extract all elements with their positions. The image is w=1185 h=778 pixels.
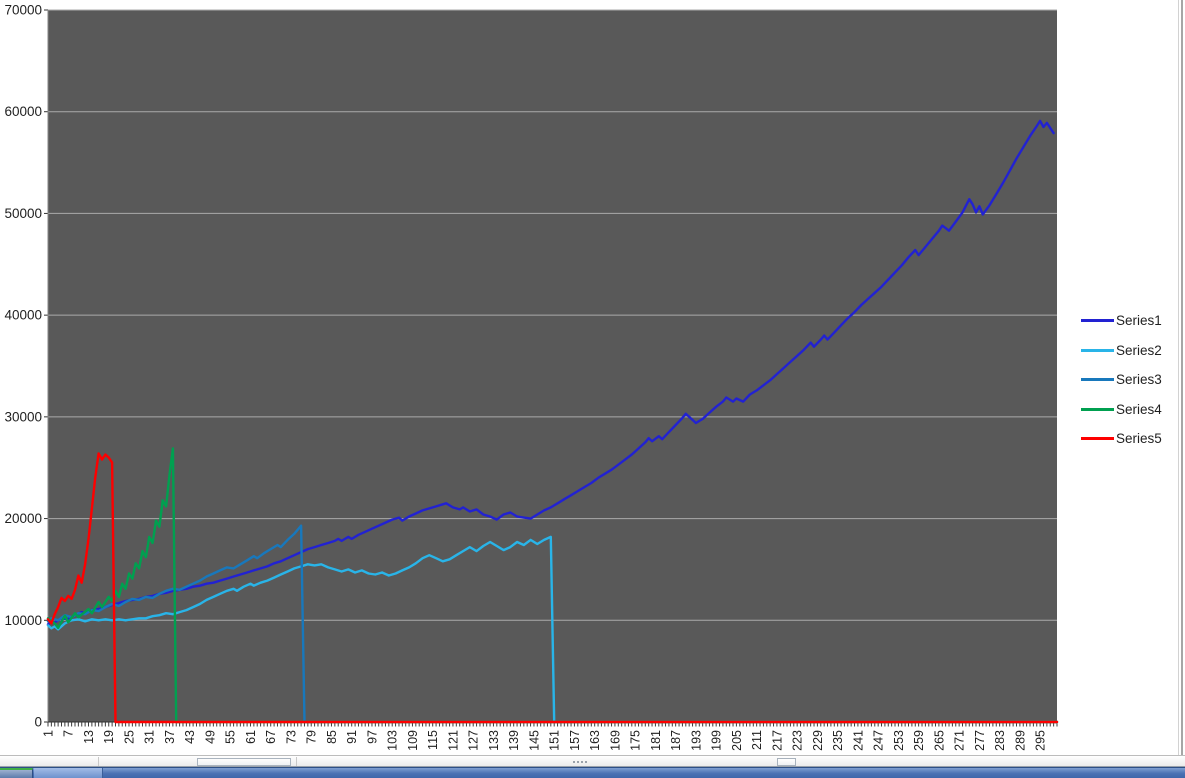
- legend-item-series4[interactable]: Series4: [1081, 395, 1176, 425]
- x-axis-label: 211: [750, 730, 764, 750]
- x-axis-label: 127: [467, 730, 481, 751]
- x-axis-label: 97: [365, 730, 379, 744]
- y-axis-label: 10000: [4, 613, 42, 628]
- status-bar-left-segment[interactable]: [34, 768, 103, 778]
- x-axis-label: 157: [568, 730, 582, 751]
- horizontal-scrollbar[interactable]: [0, 755, 1185, 767]
- legend-item-series5[interactable]: Series5: [1081, 424, 1176, 454]
- x-axis-label: 73: [284, 730, 298, 744]
- x-axis-label: 1: [42, 730, 56, 737]
- status-bar-left-tab[interactable]: [0, 768, 33, 778]
- x-axis-label: 193: [689, 730, 703, 751]
- x-axis-label: 229: [811, 730, 825, 751]
- chart-legend: Series1 Series2 Series3 Series4 Series5: [1081, 306, 1176, 454]
- status-bar: [0, 767, 1185, 778]
- legend-item-series1[interactable]: Series1: [1081, 306, 1176, 336]
- x-axis-label: 283: [993, 730, 1007, 751]
- x-axis-label: 277: [973, 730, 987, 751]
- legend-swatch-series2: [1081, 348, 1114, 352]
- scrollbar-notch: [98, 757, 99, 766]
- x-axis-label: 31: [143, 730, 157, 744]
- chart-area[interactable]: 0 10000 20000 30000 40000 50000 60000 70000 1 7 13…: [0, 0, 1185, 755]
- x-axis-label: 265: [932, 730, 946, 751]
- scrollbar-notch: [296, 757, 297, 766]
- x-axis-label: 79: [305, 730, 319, 744]
- x-axis-label: 205: [730, 730, 744, 751]
- x-axis-label: 181: [649, 730, 663, 751]
- x-axis-label: 103: [386, 730, 400, 751]
- x-axis-label: 235: [831, 730, 845, 751]
- x-axis-label: 115: [426, 730, 440, 750]
- x-axis-label: 67: [264, 730, 278, 744]
- x-axis-label: 43: [183, 730, 197, 744]
- x-axis-label: 271: [953, 730, 967, 751]
- legend-label-series5: Series5: [1116, 431, 1162, 447]
- x-axis-label: 37: [163, 730, 177, 744]
- x-axis-label: 13: [82, 730, 96, 744]
- series-line-series2[interactable]: [46, 535, 1059, 724]
- y-axis-label: 40000: [4, 308, 42, 323]
- x-axis-label: 169: [608, 730, 622, 751]
- series-line-series5[interactable]: [46, 452, 1059, 724]
- x-axis-label: 133: [487, 730, 501, 751]
- legend-swatch-series1: [1081, 319, 1114, 323]
- x-axis-label: 49: [203, 730, 217, 744]
- x-axis-label: 151: [548, 730, 562, 751]
- x-axis-label: 247: [872, 730, 886, 751]
- x-axis-label: 145: [527, 730, 541, 751]
- legend-item-series3[interactable]: Series3: [1081, 365, 1176, 395]
- line-chart: 0 10000 20000 30000 40000 50000 60000 70000 1 7 13…: [4, 3, 1059, 751]
- scrollbar-button[interactable]: [777, 758, 796, 766]
- x-axis-label: 199: [710, 730, 724, 751]
- splitter-dots-icon[interactable]: [573, 761, 589, 763]
- x-axis-label: 85: [325, 730, 339, 744]
- series-line-series1[interactable]: [46, 119, 1055, 626]
- legend-swatch-series3: [1081, 378, 1114, 382]
- y-axis-label: 60000: [4, 104, 42, 119]
- y-axis-label: 20000: [4, 511, 42, 526]
- x-axis-label: 7: [62, 730, 76, 737]
- legend-label-series4: Series4: [1116, 401, 1162, 417]
- x-axis-label: 253: [892, 730, 906, 751]
- x-axis-label: 175: [629, 730, 643, 751]
- x-axis-label: 109: [406, 730, 420, 751]
- x-axis-label: 295: [1034, 730, 1048, 751]
- legend-label-series3: Series3: [1116, 372, 1162, 388]
- y-axis-label: 30000: [4, 409, 42, 424]
- y-axis-label: 50000: [4, 206, 42, 221]
- x-axis-label: 139: [507, 730, 521, 751]
- x-axis-label: 259: [912, 730, 926, 751]
- legend-label-series1: Series1: [1116, 313, 1162, 329]
- x-axis-label: 217: [770, 730, 784, 751]
- window-edge-line: [1178, 0, 1179, 755]
- x-axis-label: 289: [1013, 730, 1027, 751]
- x-axis-label: 91: [345, 730, 359, 744]
- x-axis-label: 19: [102, 730, 116, 744]
- legend-item-series2[interactable]: Series2: [1081, 336, 1176, 366]
- series-line-series4[interactable]: [46, 447, 1059, 724]
- legend-label-series2: Series2: [1116, 342, 1162, 358]
- x-axis-label: 223: [791, 730, 805, 751]
- legend-swatch-series4: [1081, 407, 1114, 411]
- x-axis-label: 25: [122, 730, 136, 744]
- x-axis-label: 241: [851, 730, 865, 751]
- x-axis-label: 55: [224, 730, 238, 744]
- y-axis-label: 70000: [4, 3, 42, 18]
- y-axis-label: 0: [34, 715, 42, 730]
- x-axis-label: 163: [588, 730, 602, 751]
- vertical-scrollbar-edge[interactable]: [1181, 0, 1183, 755]
- x-axis-label: 121: [446, 730, 460, 751]
- legend-swatch-series5: [1081, 437, 1114, 441]
- x-axis-ticks: [47, 722, 1058, 727]
- scrollbar-thumb[interactable]: [197, 758, 291, 766]
- x-axis-label: 187: [669, 730, 683, 751]
- x-axis-label: 61: [244, 730, 258, 744]
